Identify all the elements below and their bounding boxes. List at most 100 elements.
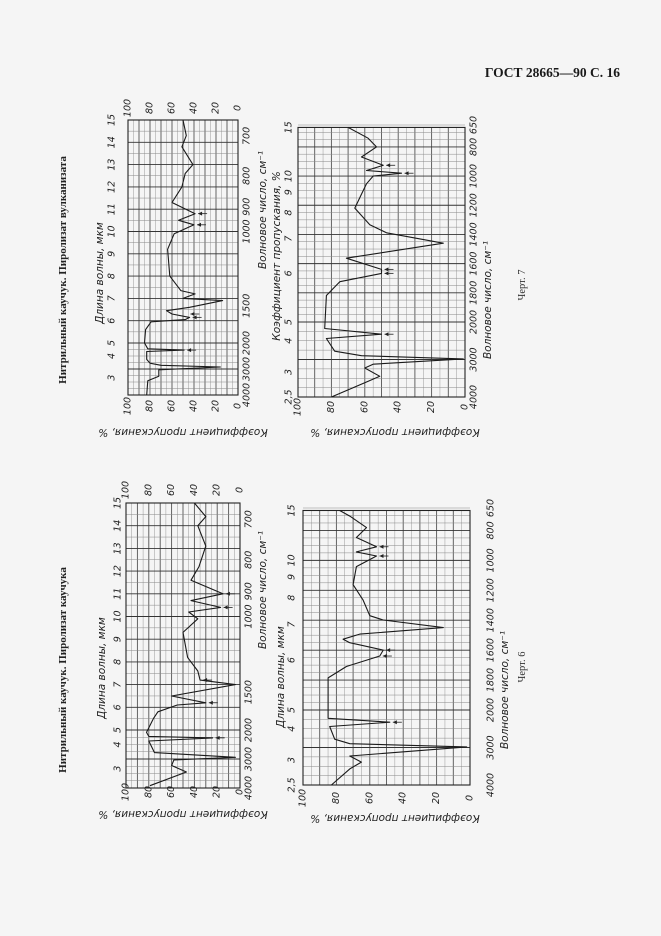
wavenumber-tick-label: 700 <box>242 127 253 145</box>
plot-frame <box>302 509 471 786</box>
transmittance-tick-label: 80 <box>143 786 154 798</box>
peak-arrow-head <box>215 735 220 740</box>
peak-arrow-head <box>198 211 203 216</box>
wavelength-tick-label: 15 <box>107 114 118 126</box>
wavelength-tick-label: 5 <box>107 340 118 346</box>
wavelength-tick-label: 2,5 <box>284 389 295 404</box>
wavenumber-axis-title: Волновое число, см⁻¹ <box>499 631 511 749</box>
wavelength-tick-label: 15 <box>113 497 124 509</box>
wavelength-tick-label: 15 <box>287 504 298 516</box>
wavenumber-tick-label: 1200 <box>486 578 497 602</box>
spectrum-line <box>327 510 468 786</box>
peak-arrow-head <box>392 720 397 725</box>
transmittance-axis-title: Коэффициент пропускания, % <box>310 426 479 438</box>
transmittance-axis-title: Коэффициент пропускания, % <box>98 426 267 438</box>
wavelength-tick-label: 6 <box>284 270 295 276</box>
wavelength-tick-label: 4 <box>287 726 298 732</box>
transmittance-tick-label: 40 <box>398 792 409 804</box>
peak-arrow-head <box>225 591 230 596</box>
spectrum-chart-1 <box>127 119 239 396</box>
peak-arrow-head <box>379 554 384 559</box>
wavelength-tick-label: 4 <box>284 338 295 344</box>
wavenumber-tick-label: 800 <box>244 551 255 569</box>
peak-arrow-head <box>384 271 389 276</box>
wavelength-tick-label: 14 <box>113 520 124 532</box>
wavenumber-tick-label: 1800 <box>469 281 480 305</box>
wavenumber-tick-label: 1000 <box>469 164 480 188</box>
transmittance-tick-label-top: 60 <box>166 484 177 496</box>
peak-arrow-head <box>192 315 197 320</box>
peak-arrow-head <box>386 648 391 653</box>
peak-arrow-head <box>208 700 213 705</box>
peak-arrow-head <box>203 678 208 683</box>
spectrum-chart-3 <box>125 502 241 789</box>
transmittance-tick-label: 20 <box>211 400 222 412</box>
wavenumber-tick-label: 3000 <box>244 747 255 771</box>
transmittance-tick-label-top: 80 <box>145 102 156 114</box>
figure-caption-top: Нитрильный каучук. Пиролизат вулканизата <box>57 156 69 384</box>
transmittance-tick-label: 60 <box>166 786 177 798</box>
wavenumber-axis-title: Волновое число, см⁻¹ <box>257 151 269 269</box>
transmittance-tick-label-top: 20 <box>212 484 223 496</box>
wavenumber-tick-label: 1500 <box>242 294 253 318</box>
wavelength-tick-label: 6 <box>113 704 124 710</box>
wavenumber-tick-label: 1600 <box>469 252 480 276</box>
peak-arrow-head <box>386 163 391 168</box>
peak-arrow-head <box>223 605 228 610</box>
wavelength-tick-label: 3 <box>287 757 298 763</box>
wavelength-tick-label: 9 <box>107 251 118 257</box>
peak-arrow-head <box>190 312 195 317</box>
wavenumber-tick-label: 4000 <box>244 776 255 800</box>
wavelength-tick-label: 10 <box>113 610 124 622</box>
wavenumber-axis-title: Волновое число, см⁻¹ <box>482 241 494 359</box>
peak-arrow-head <box>379 544 384 549</box>
wavelength-tick-label: 3 <box>284 369 295 375</box>
wavelength-tick-label: 7 <box>113 682 124 688</box>
wavelength-tick-label: 11 <box>107 203 118 215</box>
transmittance-tick-label: 100 <box>121 783 132 801</box>
wavelength-tick-label: 15 <box>284 121 295 133</box>
wavelength-tick-label: 4 <box>107 353 118 359</box>
spectrum-line <box>145 502 236 787</box>
wavenumber-tick-label: 2000 <box>486 698 497 722</box>
figure-label-top: Черт. 7 <box>517 270 528 301</box>
spectrum-line <box>324 126 464 398</box>
wavenumber-tick-label: 800 <box>469 138 480 156</box>
wavenumber-tick-label: 3000 <box>486 735 497 759</box>
wavenumber-tick-label: 1000 <box>244 604 255 628</box>
wavelength-tick-label: 8 <box>284 210 295 216</box>
transmittance-tick-label: 40 <box>189 400 200 412</box>
transmittance-tick-label-top: 0 <box>233 105 244 111</box>
transmittance-tick-label-top: 40 <box>189 484 200 496</box>
wavenumber-tick-label: 900 <box>244 582 255 600</box>
peak-arrow-head <box>384 267 389 272</box>
wavelength-tick-label: 9 <box>284 189 295 195</box>
wavelength-tick-label: 7 <box>287 621 298 627</box>
wavelength-tick-label: 2,5 <box>287 777 298 792</box>
wavenumber-tick-label: 3000 <box>242 357 253 381</box>
spectrum-chart-2 <box>297 124 466 398</box>
wavelength-tick-label: 9 <box>287 574 298 580</box>
transmittance-tick-label: 20 <box>212 786 223 798</box>
wavenumber-tick-label: 900 <box>242 198 253 216</box>
wavenumber-tick-label: 4000 <box>242 383 253 407</box>
wavelength-tick-label: 14 <box>107 136 118 148</box>
wavenumber-tick-label: 650 <box>469 116 480 134</box>
wavenumber-tick-label: 4000 <box>486 773 497 797</box>
wavelength-tick-label: 4 <box>113 741 124 747</box>
peak-arrow-head <box>384 332 389 337</box>
transmittance-tick-label-top: 60 <box>167 102 178 114</box>
wavelength-axis-title: Длина волны, мкм <box>275 626 287 729</box>
transmittance-tick-label: 0 <box>233 403 244 409</box>
peak-arrow-head <box>404 171 409 176</box>
transmittance-tick-label: 20 <box>426 401 437 413</box>
transmittance-tick-label: 80 <box>326 401 337 413</box>
wavelength-tick-label: 7 <box>107 295 118 301</box>
plot-frame <box>125 502 241 789</box>
wavelength-tick-label: 11 <box>113 588 124 600</box>
wavenumber-tick-label: 4000 <box>469 385 480 409</box>
spectrum-line <box>143 119 224 396</box>
transmittance-tick-label-top: 80 <box>143 484 154 496</box>
wavenumber-tick-label: 700 <box>244 510 255 528</box>
transmittance-tick-label-top: 0 <box>235 487 246 493</box>
